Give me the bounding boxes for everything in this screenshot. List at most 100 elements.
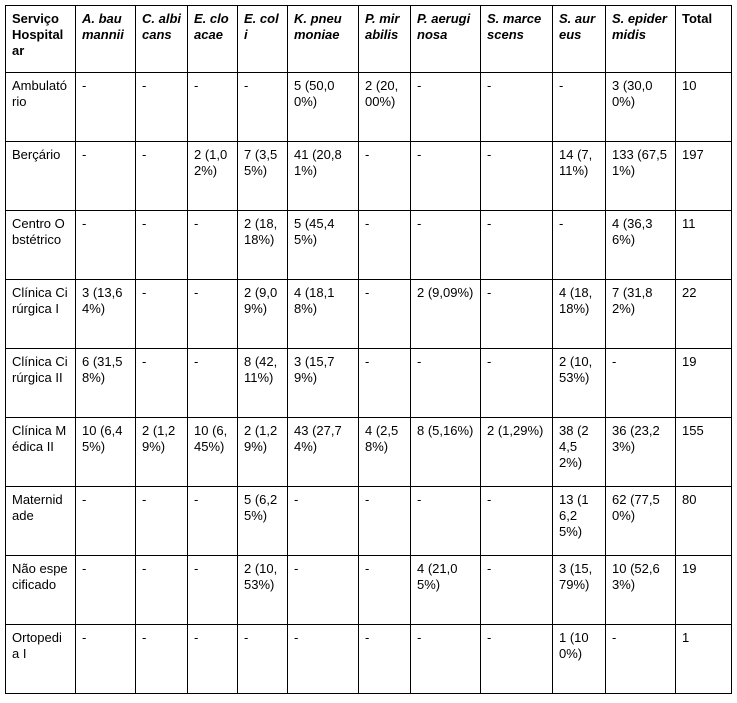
header-cell: E. cloacae <box>187 5 238 73</box>
table-row: Não especificado - - -2 (10,53%) - -4 (21,05%… <box>5 555 732 625</box>
table-cell: - <box>135 279 188 349</box>
table-cell: - <box>480 624 553 694</box>
table-cell: 2 (1,02%) <box>187 141 238 211</box>
table-cell: 38 (24,52%) <box>552 417 606 487</box>
table-cell: - <box>410 72 481 142</box>
table-cell: 1 <box>675 624 732 694</box>
table-cell: 13 (16,25%) <box>552 486 606 556</box>
table-cell: 3 (15,79%) <box>552 555 606 625</box>
table-cell: 5 (45,45%) <box>287 210 359 280</box>
table-cell: - <box>287 624 359 694</box>
row-label: Ambulatório <box>5 72 76 142</box>
table-cell: - <box>135 72 188 142</box>
table-cell: - <box>410 141 481 211</box>
table-cell: 3 (13,64%) <box>75 279 136 349</box>
table-cell: - <box>358 210 411 280</box>
table-cell: - <box>187 279 238 349</box>
table-cell: - <box>605 624 676 694</box>
table-cell: 4 (2,58%) <box>358 417 411 487</box>
header-cell: S. marcescens <box>480 5 553 73</box>
header-cell: E. coli <box>237 5 288 73</box>
table-cell: 6 (31,58%) <box>75 348 136 418</box>
table-cell: 62 (77,50%) <box>605 486 676 556</box>
table-cell: - <box>358 348 411 418</box>
table-cell: - <box>358 279 411 349</box>
table-cell: - <box>75 141 136 211</box>
table-cell: - <box>187 624 238 694</box>
table-cell: 5 (50,00%) <box>287 72 359 142</box>
row-label: Não especificado <box>5 555 76 625</box>
table-cell: - <box>552 72 606 142</box>
table-cell: - <box>135 210 188 280</box>
table-cell: - <box>480 141 553 211</box>
table-cell: - <box>605 348 676 418</box>
header-cell: S. epidermidis <box>605 5 676 73</box>
table-cell: - <box>480 555 553 625</box>
table-row: Ortopedia I--------1 (100%) -1 <box>5 624 732 694</box>
table-cell: - <box>358 486 411 556</box>
table-cell: 5 (6,25%) <box>237 486 288 556</box>
table-cell: - <box>358 141 411 211</box>
table-row: Ambulatório - - - -5 (50,00%) 2 (20,00%) - - -3 … <box>5 72 732 142</box>
table-cell: - <box>410 486 481 556</box>
table-cell: 4 (36,36%) <box>605 210 676 280</box>
table-cell: - <box>552 210 606 280</box>
table-cell: 41 (20,81%) <box>287 141 359 211</box>
header-cell: Total <box>675 5 732 73</box>
table-cell: 2 (1,29%) <box>480 417 553 487</box>
table-cell: - <box>135 486 188 556</box>
table-cell: 3 (15,79%) <box>287 348 359 418</box>
header-cell: S. aureus <box>552 5 606 73</box>
table-cell: 10 <box>675 72 732 142</box>
table-cell: 10 (6,45%) <box>75 417 136 487</box>
table-cell: 4 (18,18%) <box>287 279 359 349</box>
table-cell: 43 (27,74%) <box>287 417 359 487</box>
table-cell: 197 <box>675 141 732 211</box>
row-label: Centro Obstétrico <box>5 210 76 280</box>
header-row: Serviço Hospitalar A. baumannii C. albican… <box>5 5 732 73</box>
table-cell: - <box>187 72 238 142</box>
table-cell: 133 (67,51%) <box>605 141 676 211</box>
table-cell: - <box>480 72 553 142</box>
table-cell: - <box>75 72 136 142</box>
table-cell: 4 (21,05%) <box>410 555 481 625</box>
table-cell: 4 (18,18%) <box>552 279 606 349</box>
table-cell: 8 (5,16%) <box>410 417 481 487</box>
table-cell: 2 (9,09%) <box>237 279 288 349</box>
row-label: Clínica Médica II <box>5 417 76 487</box>
table-cell: 19 <box>675 348 732 418</box>
table-cell: 7 (31,82%) <box>605 279 676 349</box>
data-table: Serviço Hospitalar A. baumannii C. albican… <box>5 5 732 694</box>
table-cell: - <box>410 348 481 418</box>
table-cell: - <box>135 555 188 625</box>
table-cell: - <box>480 348 553 418</box>
header-cell: P. aeruginosa <box>410 5 481 73</box>
table-cell: 8 (42,11%) <box>237 348 288 418</box>
table-cell: - <box>237 624 288 694</box>
row-label: Clínica Cirúrgica I <box>5 279 76 349</box>
table-cell: 2 (10,53%) <box>552 348 606 418</box>
table-cell: - <box>135 141 188 211</box>
table-cell: - <box>358 555 411 625</box>
table-row: Maternidade - - -5 (6,25%) - - - -13 (16,25%) 62… <box>5 486 732 556</box>
table-cell: - <box>75 624 136 694</box>
table-cell: 1 (100%) <box>552 624 606 694</box>
table-cell: 10 (52,63%) <box>605 555 676 625</box>
table-cell: - <box>135 624 188 694</box>
table-cell: 155 <box>675 417 732 487</box>
table-cell: 14 (7,11%) <box>552 141 606 211</box>
header-cell: A. baumannii <box>75 5 136 73</box>
table-cell: 7 (3,55%) <box>237 141 288 211</box>
table-cell: - <box>237 72 288 142</box>
table-cell: - <box>358 624 411 694</box>
table-cell: 36 (23,23%) <box>605 417 676 487</box>
table-cell: 11 <box>675 210 732 280</box>
table-cell: 2 (1,29%) <box>135 417 188 487</box>
table-cell: - <box>410 210 481 280</box>
header-cell: Serviço Hospitalar <box>5 5 76 73</box>
table-cell: 2 (9,09%) <box>410 279 481 349</box>
table-cell: - <box>287 555 359 625</box>
table-cell: - <box>187 555 238 625</box>
